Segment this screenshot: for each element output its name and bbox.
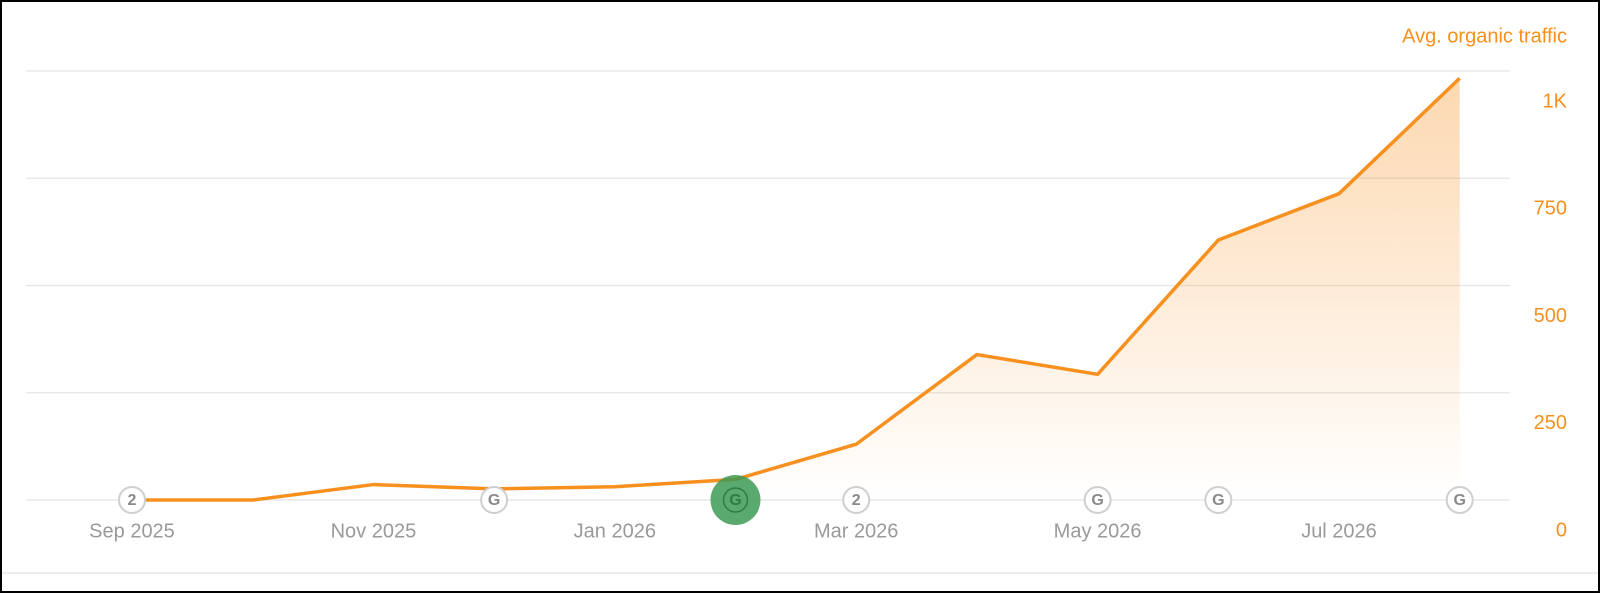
event-label: 2 (852, 492, 861, 509)
x-tick-label: May 2026 (1054, 520, 1142, 542)
y-tick-label: 750 (1534, 198, 1567, 220)
event-marker (842, 486, 871, 514)
event-label: G (1453, 492, 1465, 509)
event-marker (1083, 486, 1112, 514)
event-marker (1204, 486, 1233, 514)
x-tick-label: Nov 2025 (331, 520, 417, 542)
event-label: 2 (128, 492, 137, 509)
x-tick-label: Jan 2026 (574, 520, 656, 542)
line (132, 77, 1461, 502)
event-marker (118, 486, 146, 514)
event-marker (480, 486, 509, 514)
x-tick-label: Jul 2026 (1301, 520, 1377, 542)
x-tick-label: Sep 2025 (89, 520, 175, 542)
event-label: G (729, 492, 741, 509)
y-tick-label: 500 (1534, 305, 1567, 327)
y-tick-label: 250 (1534, 412, 1567, 434)
y-tick-label: 0 (1556, 519, 1567, 541)
y-axis-title: Avg. organic traffic (1402, 25, 1567, 47)
event-label: G (1212, 492, 1224, 509)
event-label: G (1091, 492, 1103, 509)
event-highlight (710, 475, 761, 525)
area-fill (132, 78, 1460, 500)
event-marker (1445, 486, 1474, 514)
event-label: G (488, 492, 500, 509)
event-marker (722, 487, 749, 513)
x-tick-label: Mar 2026 (814, 520, 899, 542)
y-tick-label: 1K (1543, 90, 1568, 112)
